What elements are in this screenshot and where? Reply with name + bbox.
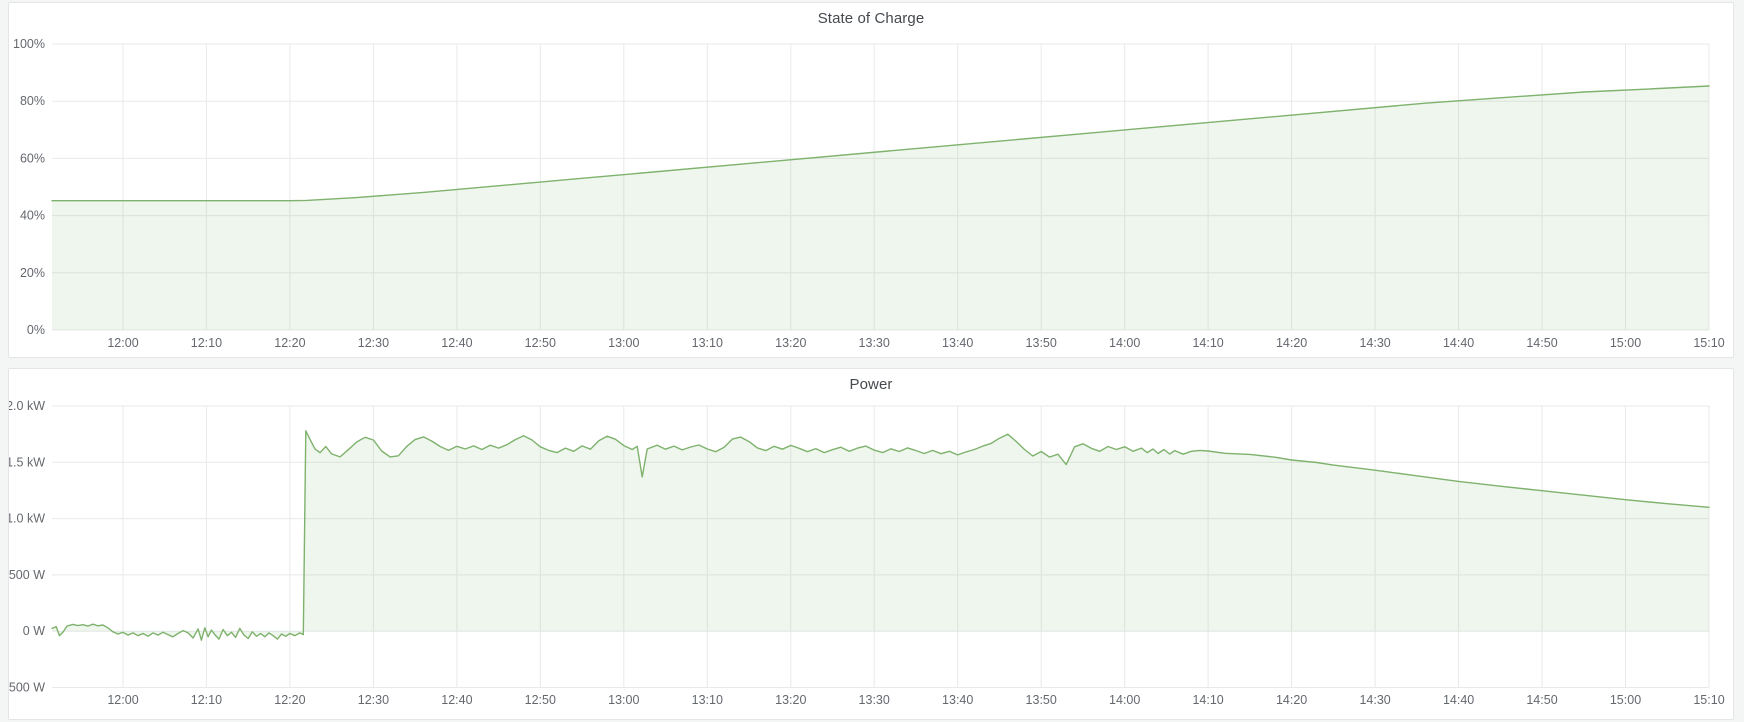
svg-text:14:30: 14:30	[1359, 336, 1390, 350]
svg-text:15:00: 15:00	[1610, 693, 1641, 707]
svg-text:13:00: 13:00	[608, 693, 639, 707]
power-panel: Power -500 W 0 W 500 W 1.0 kW 1.5 kW 2.0 kW 12…	[8, 368, 1734, 720]
svg-text:15:10: 15:10	[1693, 693, 1724, 707]
svg-text:13:50: 13:50	[1026, 693, 1057, 707]
svg-text:13:10: 13:10	[692, 336, 723, 350]
svg-text:12:50: 12:50	[525, 336, 556, 350]
svg-text:12:00: 12:00	[107, 693, 138, 707]
svg-text:60%: 60%	[20, 151, 45, 165]
svg-text:14:10: 14:10	[1192, 693, 1223, 707]
svg-text:12:30: 12:30	[358, 693, 389, 707]
svg-text:14:50: 14:50	[1526, 693, 1557, 707]
svg-text:80%: 80%	[20, 94, 45, 108]
svg-text:14:20: 14:20	[1276, 693, 1307, 707]
soc-panel-title[interactable]: State of Charge	[817, 10, 925, 27]
svg-text:14:50: 14:50	[1526, 336, 1557, 350]
svg-text:0%: 0%	[27, 323, 45, 337]
soc-panel: State of Charge 0% 20% 40% 60% 80% 100% 12:00 1…	[8, 2, 1734, 358]
svg-text:14:00: 14:00	[1109, 693, 1140, 707]
svg-text:14:40: 14:40	[1443, 336, 1474, 350]
svg-text:14:00: 14:00	[1109, 336, 1140, 350]
svg-text:15:00: 15:00	[1610, 336, 1641, 350]
svg-text:12:00: 12:00	[107, 336, 138, 350]
svg-text:12:40: 12:40	[441, 693, 472, 707]
svg-text:12:20: 12:20	[274, 336, 305, 350]
svg-text:500 W: 500 W	[9, 568, 45, 582]
svg-text:14:30: 14:30	[1359, 693, 1390, 707]
svg-text:40%: 40%	[20, 209, 45, 223]
svg-text:100%: 100%	[13, 37, 45, 51]
power-panel-title[interactable]: Power	[849, 376, 893, 393]
svg-text:13:10: 13:10	[692, 693, 723, 707]
svg-text:13:00: 13:00	[608, 336, 639, 350]
svg-text:0 W: 0 W	[23, 624, 45, 638]
svg-text:1.5 kW: 1.5 kW	[9, 455, 45, 469]
svg-text:-500 W: -500 W	[9, 681, 45, 695]
power-chart-canvas[interactable]: -500 W 0 W 500 W 1.0 kW 1.5 kW 2.0 kW 12:00 12:…	[9, 399, 1733, 721]
svg-text:13:20: 13:20	[775, 336, 806, 350]
svg-text:2.0 kW: 2.0 kW	[9, 399, 45, 413]
svg-text:13:40: 13:40	[942, 693, 973, 707]
svg-text:14:20: 14:20	[1276, 336, 1307, 350]
svg-text:12:10: 12:10	[191, 693, 222, 707]
svg-text:12:20: 12:20	[274, 693, 305, 707]
svg-text:20%: 20%	[20, 266, 45, 280]
svg-text:12:40: 12:40	[441, 336, 472, 350]
soc-chart-canvas[interactable]: 0% 20% 40% 60% 80% 100% 12:00 12:10 12:20 12:30 12…	[9, 33, 1733, 357]
svg-text:13:20: 13:20	[775, 693, 806, 707]
svg-text:13:30: 13:30	[859, 693, 890, 707]
svg-text:14:10: 14:10	[1192, 336, 1223, 350]
svg-text:13:40: 13:40	[942, 336, 973, 350]
svg-text:12:50: 12:50	[525, 693, 556, 707]
svg-text:1.0 kW: 1.0 kW	[9, 512, 45, 526]
svg-text:13:50: 13:50	[1026, 336, 1057, 350]
svg-text:15:10: 15:10	[1693, 336, 1724, 350]
svg-text:14:40: 14:40	[1443, 693, 1474, 707]
svg-text:12:10: 12:10	[191, 336, 222, 350]
svg-text:13:30: 13:30	[859, 336, 890, 350]
svg-text:12:30: 12:30	[358, 336, 389, 350]
